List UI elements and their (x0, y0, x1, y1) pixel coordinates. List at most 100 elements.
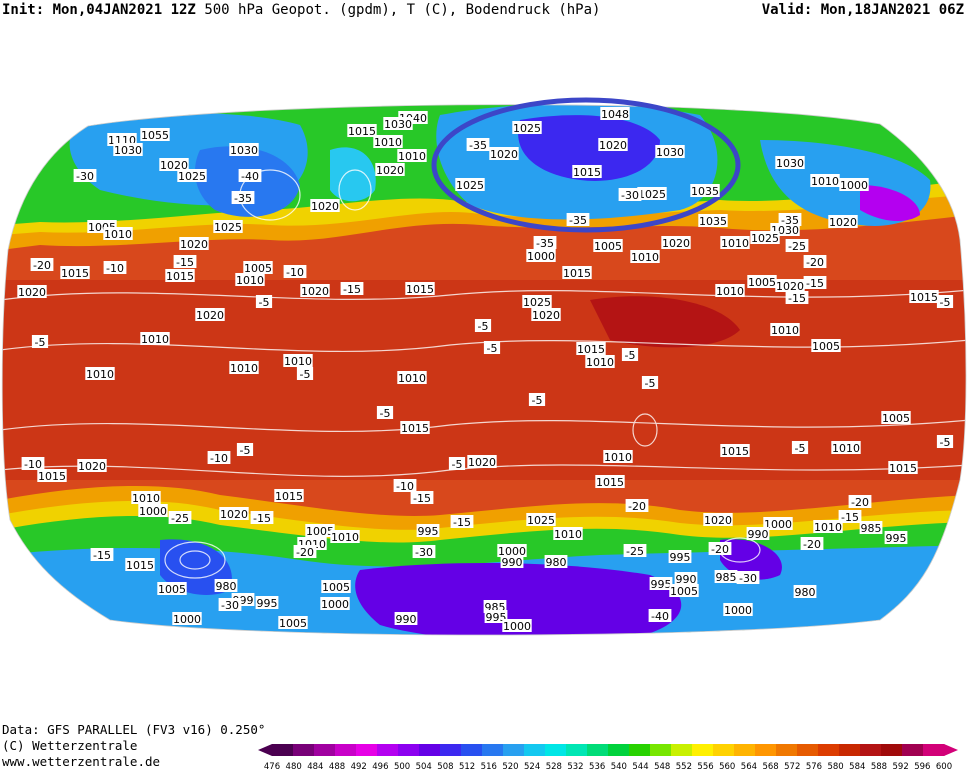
pressure-label-text: 1025 (178, 170, 206, 183)
pressure-label-text: 1020 (196, 309, 224, 322)
legend-tick-label: 484 (307, 762, 323, 772)
pressure-label-box (214, 579, 238, 592)
pressure-label-box (400, 421, 430, 434)
pressure-label-box (484, 610, 508, 623)
data-source-text: Data: GFS PARALLEL (FV3 v16) 0.250° (2, 722, 266, 737)
temp-label: -30 (73, 169, 97, 183)
pressure-label: 1010 (715, 284, 745, 298)
temp-label: -20 (848, 495, 872, 509)
legend-swatch (902, 744, 924, 756)
legend-tick-label: 476 (264, 762, 280, 772)
temp-label-text: -35 (536, 237, 554, 250)
southern-ocean-cold-core (355, 563, 682, 635)
temperature-labels: -30-35-40-20 -10 -15-10-15-5-5-5-5-35-30-3… (21, 138, 954, 623)
pressure-label-box (747, 275, 777, 288)
pressure-label-box (397, 149, 427, 162)
pressure-label-box (828, 215, 858, 228)
pressure-label-box (85, 367, 115, 380)
pressure-label: 990 (394, 612, 418, 626)
temp-label-text: -5 (645, 377, 656, 390)
pressure-label: 1005 (278, 616, 308, 630)
pressure-label-box (630, 250, 660, 263)
pressure-label: 1015 (405, 282, 435, 296)
atlantic-cut-off (330, 147, 376, 202)
pressure-label-text: 1010 (132, 492, 160, 505)
globe-outline (1, 104, 967, 636)
pressure-label: 1010 (630, 250, 660, 264)
legend-swatch (818, 744, 840, 756)
legend-max-arrow (944, 744, 958, 756)
pressure-label: 1015 (165, 269, 195, 283)
pressure-label-text: 1005 (670, 585, 698, 598)
legend-ticks: 476 480 484 488 492 496 500 504 508 512 516 520 524 5… (264, 762, 952, 772)
pressure-label: 990 (674, 572, 698, 586)
pressure-label-box (723, 603, 753, 616)
pressure-label-box (305, 524, 335, 537)
pressure-label: 1020 (310, 199, 340, 213)
tropical-hot-core (590, 296, 740, 348)
temp-label-box (566, 213, 590, 226)
pressure-label: 1020 (17, 285, 47, 299)
pressure-label-text: 1005 (158, 583, 186, 596)
temp-label-box (173, 255, 197, 268)
pressure-label-text: 1010 (104, 228, 132, 241)
pressure-label: 995 (884, 531, 908, 545)
pressure-label-box (593, 239, 623, 252)
pressure-label-box (600, 107, 630, 120)
pressure-label: 1020 (489, 147, 519, 161)
temp-label-text: -15 (453, 516, 471, 529)
pressure-label: 1020 (77, 459, 107, 473)
pressure-label-box (157, 582, 187, 595)
pressure-label-box (320, 597, 350, 610)
pressure-label: 1020 (375, 163, 405, 177)
temp-label: -25 (623, 544, 647, 558)
pressure-label-text: 1020 (829, 216, 857, 229)
pressure-label: 990 (746, 527, 770, 541)
temp-label-box (218, 598, 242, 611)
pressure-label: 990 (500, 555, 524, 569)
pressure-label-box (544, 555, 568, 568)
legend-tick-label: 584 (849, 762, 865, 772)
temp-label-box (803, 255, 827, 268)
pressure-label: 1010 (235, 273, 265, 287)
pressure-label: 1020 (531, 308, 561, 322)
pressure-label: 1010 (810, 174, 840, 188)
temp-label: -20 (708, 542, 732, 556)
legend-swatch (482, 744, 504, 756)
temp-label: -15 (250, 511, 274, 525)
pressure-label-text: 1020 (220, 508, 248, 521)
legend-swatch (293, 744, 315, 756)
pressure-label-box (811, 339, 841, 352)
temp-label: -5 (31, 335, 49, 349)
temp-label-text: -5 (259, 296, 270, 309)
temp-label-box (778, 213, 802, 226)
temp-label-box (412, 545, 436, 558)
legend-swatch (314, 744, 336, 756)
map-header: Init: Mon,04JAN2021 12Z 500 hPa Geopot. … (0, 0, 970, 22)
pressure-label-text: 1000 (724, 604, 752, 617)
legend-swatch (797, 744, 819, 756)
pressure-label-box (595, 475, 625, 488)
temp-label-text: -10 (210, 452, 228, 465)
pressure-label-box (60, 266, 90, 279)
pressure-label-text: 1030 (656, 146, 684, 159)
legend-tick-label: 536 (589, 762, 605, 772)
pressure-label-text: 1015 (563, 267, 591, 280)
pressure-label: 1020 (598, 138, 628, 152)
legend-swatch (860, 744, 882, 756)
pressure-label-text: 1010 (398, 372, 426, 385)
pressure-label-text: 1020 (599, 139, 627, 152)
legend-tick-label: 588 (871, 762, 887, 772)
legend-swatch (881, 744, 903, 756)
pressure-label: 1030 (383, 117, 413, 131)
temp-label-text: -30 (621, 189, 639, 202)
temp-label-text: -35 (234, 192, 252, 205)
pressure-label-text: 985 (861, 522, 882, 535)
temp-label-text: -30 (739, 572, 757, 585)
pressure-label-text: 990 (502, 556, 523, 569)
legend-tick-label: 520 (502, 762, 518, 772)
temp-label-box (90, 548, 114, 561)
legend-tick-label: 600 (936, 762, 952, 772)
isobar (338, 169, 372, 211)
temp-label: -5 (483, 341, 501, 355)
